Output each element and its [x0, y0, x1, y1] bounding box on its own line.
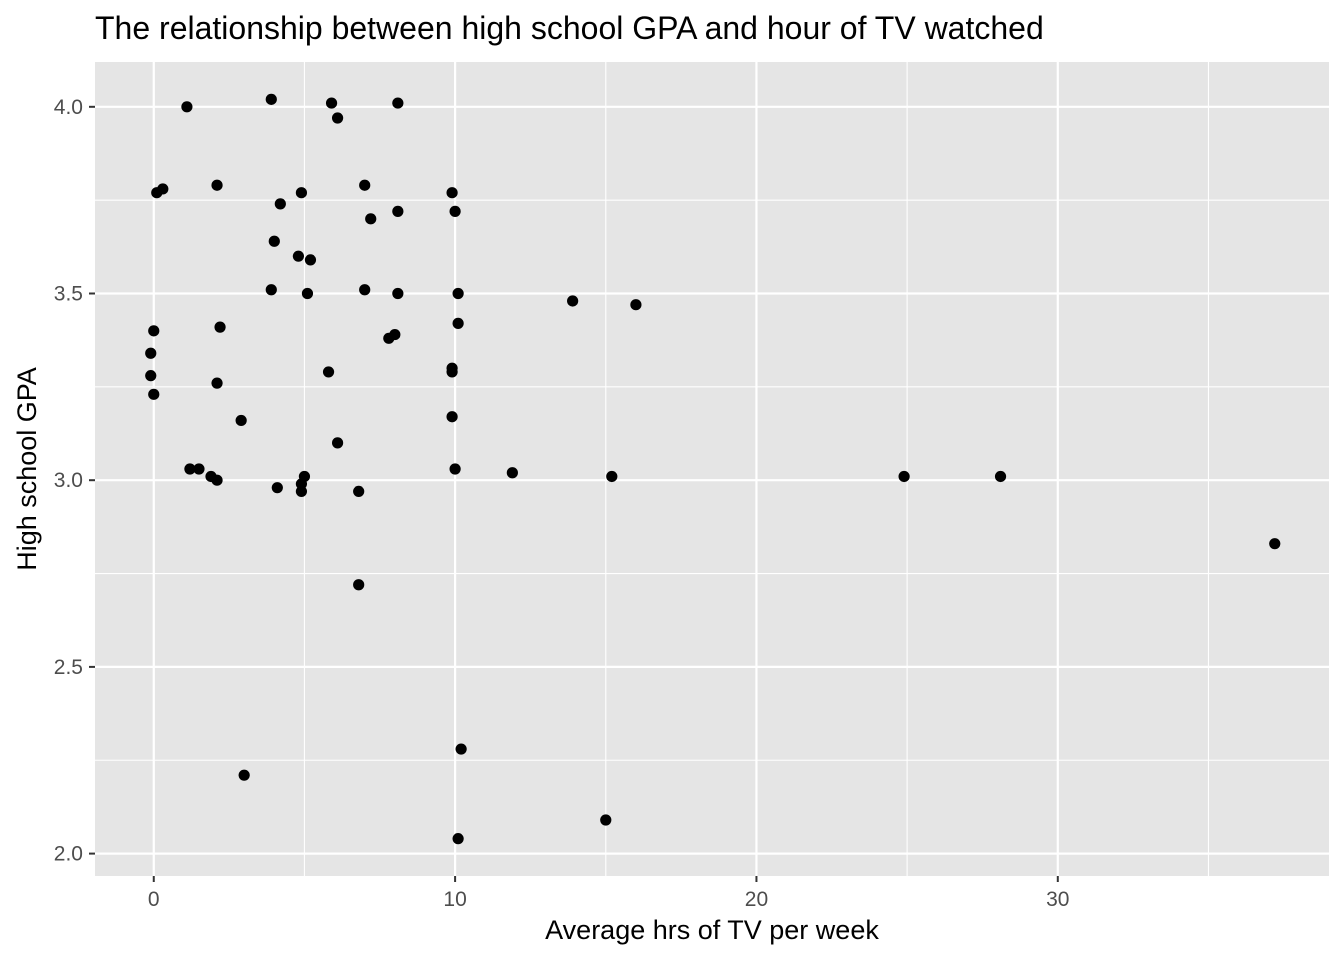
data-point: [353, 579, 365, 591]
data-point: [301, 287, 314, 300]
data-point: [148, 325, 160, 337]
data-point: [235, 414, 247, 427]
data-point: [455, 743, 467, 755]
data-point: [365, 213, 377, 225]
data-point: [265, 284, 277, 296]
data-point: [392, 205, 404, 217]
data-point: [359, 284, 371, 296]
data-point: [295, 187, 308, 199]
y-axis-title: High school GPA: [12, 367, 42, 571]
data-point: [193, 463, 205, 475]
data-point: [600, 814, 612, 826]
data-point: [211, 179, 223, 191]
data-points: [145, 93, 1281, 845]
minor-gridlines: [95, 62, 1329, 876]
data-point: [392, 97, 404, 109]
data-point: [325, 97, 338, 109]
data-point: [630, 299, 642, 311]
data-point: [145, 347, 157, 359]
data-point: [214, 321, 226, 333]
y-tick-label: 4.0: [54, 96, 83, 119]
data-point: [268, 235, 280, 247]
data-point: [211, 377, 223, 389]
data-point: [383, 332, 395, 344]
data-point: [452, 287, 464, 300]
data-point: [184, 463, 196, 475]
data-point: [506, 467, 518, 479]
data-point: [157, 183, 169, 195]
chart-title: The relationship between high school GPA…: [95, 10, 1044, 46]
x-tick-label: 20: [745, 888, 768, 911]
data-point: [145, 370, 157, 382]
y-tick-label: 2.5: [54, 656, 83, 679]
data-point: [898, 470, 910, 483]
data-point: [606, 470, 618, 483]
data-point: [322, 366, 335, 378]
data-point: [265, 93, 277, 105]
x-axis-title: Average hrs of TV per week: [545, 915, 879, 945]
data-point: [211, 474, 223, 486]
x-axis-ticks: 0 10 20 30: [148, 876, 1069, 911]
data-point: [331, 112, 344, 124]
plot-panel: [95, 62, 1329, 876]
data-point: [449, 205, 461, 217]
data-point: [148, 388, 160, 400]
data-point: [446, 411, 458, 423]
data-point: [446, 366, 458, 378]
y-axis-ticks: 2.0 2.5 3.0 3.5 4.0: [54, 96, 95, 866]
data-point: [238, 769, 250, 781]
x-tick-label: 10: [443, 888, 466, 911]
x-tick-label: 0: [148, 888, 160, 911]
data-point: [392, 287, 404, 300]
data-point: [271, 482, 283, 494]
data-point: [452, 833, 464, 845]
x-tick-label: 30: [1046, 888, 1069, 911]
data-point: [295, 485, 308, 498]
data-point: [331, 437, 344, 449]
data-point: [1269, 538, 1281, 550]
data-point: [452, 317, 464, 329]
data-point: [353, 485, 365, 498]
data-point: [446, 187, 458, 199]
y-tick-label: 3.5: [54, 283, 83, 306]
y-tick-label: 3.0: [54, 469, 83, 492]
data-point: [449, 463, 461, 475]
y-tick-label: 2.0: [54, 843, 83, 866]
data-point: [304, 254, 317, 266]
data-point: [292, 250, 305, 262]
data-point: [359, 179, 371, 191]
data-point: [994, 470, 1007, 483]
data-point: [181, 101, 193, 113]
data-point: [567, 295, 579, 307]
data-point: [274, 198, 286, 210]
